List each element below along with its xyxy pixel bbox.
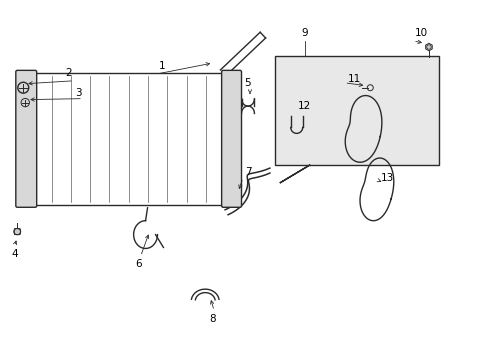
Text: 5: 5 [244, 78, 251, 88]
FancyBboxPatch shape [221, 70, 241, 207]
Text: 2: 2 [65, 68, 72, 78]
Text: 13: 13 [380, 173, 393, 183]
Text: 7: 7 [244, 167, 251, 177]
Text: 11: 11 [347, 74, 360, 84]
Text: 1: 1 [159, 61, 165, 71]
Text: 10: 10 [414, 28, 427, 38]
Polygon shape [14, 229, 20, 235]
Text: 6: 6 [135, 259, 142, 269]
Text: 9: 9 [301, 28, 307, 38]
Text: 12: 12 [297, 100, 311, 111]
Text: 3: 3 [76, 88, 82, 98]
Bar [274, 56, 438, 165]
Text: 8: 8 [208, 314, 215, 324]
FancyBboxPatch shape [16, 70, 37, 207]
Text: 4: 4 [11, 249, 18, 260]
